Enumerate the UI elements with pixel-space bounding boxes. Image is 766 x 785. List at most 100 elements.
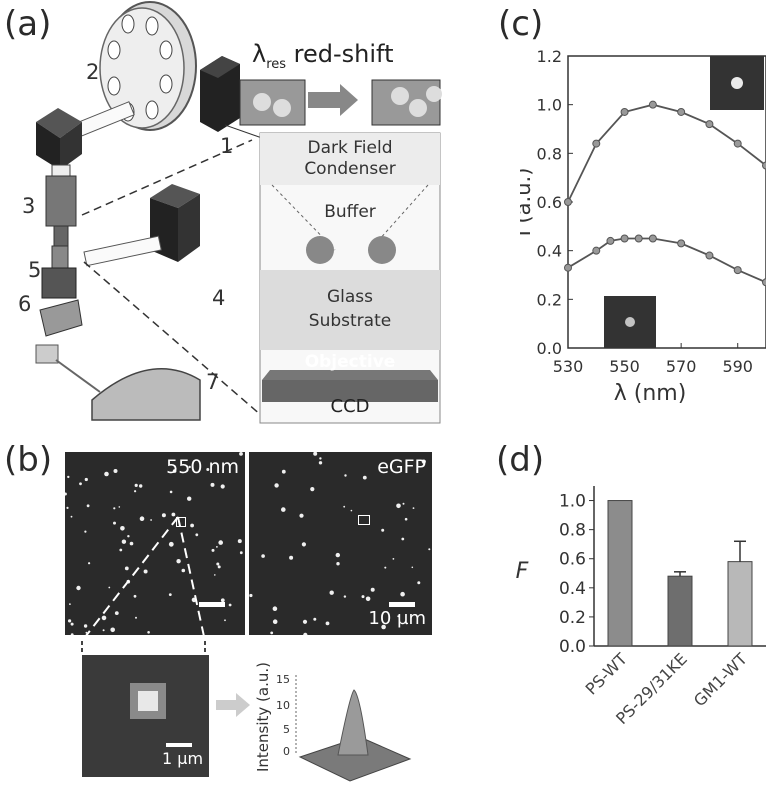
spectrum-series-line-2	[567, 237, 766, 284]
intensity-tick-15: 15	[276, 673, 290, 686]
spectrum-point	[634, 234, 643, 243]
panel-label-c: (c)	[498, 4, 544, 44]
darkfield-dots	[65, 452, 243, 635]
particle-dot	[86, 504, 90, 508]
glass-line-1: Glass	[326, 287, 374, 307]
particle-dot	[344, 474, 347, 477]
particle-dot	[350, 509, 353, 512]
particle-dot	[362, 475, 367, 480]
lambda-subscript: res	[266, 56, 287, 72]
spectrum-point	[564, 263, 572, 272]
bar-y-tick: 0.6	[559, 550, 586, 570]
bar-y-tick: 0.2	[559, 608, 586, 628]
particle-dot	[135, 616, 137, 619]
particle-dot	[139, 516, 145, 521]
particle-dot	[361, 595, 365, 599]
particle-dot	[119, 548, 123, 552]
zoom-lines	[81, 516, 206, 655]
particle-dot	[134, 483, 138, 487]
particle-dot	[249, 593, 253, 598]
bar-y-tick: 0.0	[559, 637, 586, 657]
particle-dot	[210, 482, 215, 487]
intensity-tick-0: 0	[283, 745, 290, 758]
particle-core	[138, 691, 158, 711]
bar-ps-wt	[607, 500, 633, 647]
darkfield-image: 550 nm	[65, 452, 245, 635]
particle-dot	[70, 515, 73, 518]
microscope-column	[39, 164, 83, 337]
spectrum-point	[606, 236, 615, 245]
particle-dot	[319, 457, 322, 460]
particle-dot	[127, 535, 130, 538]
spectrum-x-label: λ (nm)	[614, 381, 687, 406]
ccd-label: CCD	[330, 396, 370, 417]
bar-y-tick: 0.4	[559, 579, 586, 599]
particle-dot	[336, 562, 340, 566]
particle-dot	[220, 484, 225, 489]
particle-dot	[70, 622, 74, 626]
bar-ps-29-31ke	[667, 575, 693, 647]
particle-dot	[301, 542, 306, 547]
scalebar-right-label: 10 µm	[368, 608, 426, 629]
particle-dot	[318, 461, 323, 465]
panel-label-b: (b)	[4, 440, 53, 480]
particle-dot	[218, 540, 223, 545]
particle-dot	[365, 596, 371, 602]
particle-dot	[88, 562, 91, 565]
particle-dot	[313, 617, 317, 621]
spectrum-y-tick: 0.2	[537, 290, 562, 309]
particle-dot	[299, 513, 304, 518]
particle-dot	[211, 548, 215, 552]
particle-dot	[404, 517, 408, 521]
particle-dot	[120, 526, 125, 531]
intensity-axis-label: Intensity (a.u.)	[254, 662, 272, 772]
particle-dot	[133, 594, 137, 598]
scalebar-zoom	[166, 743, 192, 747]
spectrum-x-tick: 570	[666, 357, 697, 376]
label-1: 1	[220, 134, 234, 158]
particle-dot	[217, 565, 221, 569]
particle-dot	[129, 541, 134, 546]
bar-y-tick: 1.0	[559, 492, 586, 512]
scalebar-right	[389, 602, 415, 607]
particle-dot	[220, 598, 225, 603]
spectrum-y-tick: 1.2	[537, 47, 562, 66]
zoomed-particle-image: 1 µm	[82, 655, 209, 777]
condenser-label: Dark Field Condenser	[260, 138, 440, 180]
particle-dot	[83, 624, 88, 628]
particle-dot	[181, 568, 186, 573]
scalebar-zoom-label: 1 µm	[162, 749, 204, 768]
particle-dot	[104, 471, 109, 477]
bar-category-label: GM1-WT	[690, 649, 751, 710]
label-3: 3	[22, 194, 36, 218]
particle-dot	[168, 541, 174, 547]
roi-box-left	[176, 517, 186, 527]
label-4: 4	[212, 286, 226, 310]
setup-illustration	[35, 1, 442, 424]
particle-dot	[68, 619, 72, 623]
buffer-label: Buffer	[324, 202, 376, 222]
spectrum-point	[648, 234, 657, 243]
particle-dot	[281, 507, 286, 512]
particle-dot	[281, 469, 286, 474]
spectrum-point	[648, 100, 657, 109]
particle-dot	[381, 528, 385, 532]
particle-dot	[108, 586, 111, 589]
particle-dot	[310, 487, 315, 492]
spectrum-point	[677, 107, 686, 116]
particle-dot	[124, 566, 129, 571]
spectrum-point	[762, 278, 766, 287]
particle-dot	[113, 507, 116, 510]
particle-dot	[392, 558, 395, 560]
particle-dot	[411, 566, 414, 569]
camera-cube	[36, 108, 82, 170]
bar-gm1-wt	[727, 561, 753, 647]
particle-dot	[274, 483, 279, 488]
condenser-line-1: Dark Field	[307, 138, 393, 158]
spectrum-x-tick: 530	[553, 357, 584, 376]
particle-dot	[206, 468, 210, 471]
particle-dot	[113, 469, 118, 473]
spectrum-point	[620, 107, 629, 116]
spectrum-y-tick: 0.6	[537, 193, 562, 212]
